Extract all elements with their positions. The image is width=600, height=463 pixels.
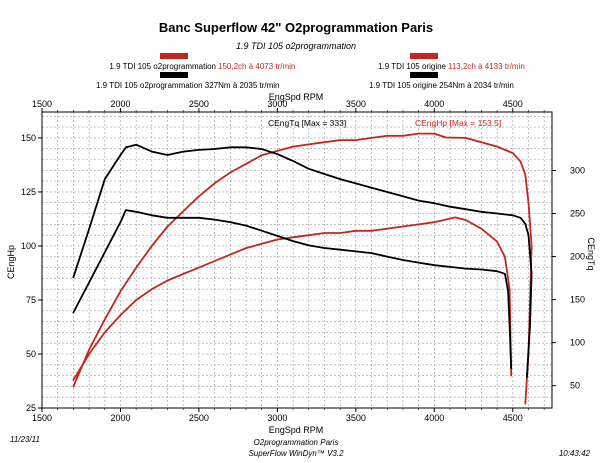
y-left-tick-label: 150 <box>21 133 36 143</box>
tick-labels: 1500 1500 2000 2000 2500 2500 3000 3000 3500 3500… <box>21 99 585 423</box>
legend-o2-tq-text: 1.9 TDI 105 o2programmation 327Nm à 2035… <box>96 81 280 90</box>
x-tick-label-top: 1500 <box>32 99 52 109</box>
legend-swatch-o2-hp <box>160 53 188 59</box>
plot-frame <box>41 111 553 409</box>
legend-swatch-orig-hp <box>410 53 438 59</box>
x-axis-label-top: EngSpd RPM <box>269 92 324 102</box>
legend-orig-tq-text: 1.9 TDI 105 origine 254Nm à 2034 tr/min <box>369 81 514 90</box>
x-tick-label: 3000 <box>267 413 287 423</box>
x-tick-label: 4000 <box>424 413 444 423</box>
y-left-label: CEngHp <box>6 245 16 279</box>
series-line-1-cengtq <box>72 143 533 378</box>
y-right-tick-label: 250 <box>570 209 585 219</box>
x-tick-label-top: 2000 <box>110 99 130 109</box>
y-left-tick-label: 25 <box>26 403 36 413</box>
y-right-label: CEngTq <box>586 237 596 270</box>
y-left-tick-label: 125 <box>21 187 36 197</box>
x-tick-label: 2000 <box>110 413 130 423</box>
y-left-tick-label: 50 <box>26 349 36 359</box>
x-tick-label: 4500 <box>503 413 523 423</box>
y-right-tick-label: 50 <box>570 381 580 391</box>
x-tick-label: 2500 <box>189 413 209 423</box>
series-line-3-cengtq <box>72 209 513 370</box>
x-tick-label-top: 2500 <box>189 99 209 109</box>
x-tick-label-top: 3000 <box>267 99 287 109</box>
legend-swatch-o2-tq <box>160 72 188 78</box>
legend-o2-hp-text: 1.9 TDI 105 o2programmation <box>109 62 216 71</box>
chart-subtitle: 1.9 TDI 105 o2programmation <box>236 41 356 51</box>
footer-org: O2programmation Paris <box>254 438 339 447</box>
legend-orig-hp-text: 1.9 TDI 105 origine <box>378 62 446 71</box>
y-right-tick-label: 100 <box>570 338 585 348</box>
chart-title: Banc Superflow 42" O2programmation Paris <box>159 20 433 35</box>
power-max-annotation: CEngHp [Max = 153.5] <box>415 118 501 128</box>
series-lines <box>72 132 533 405</box>
x-tick-label-top: 3500 <box>346 99 366 109</box>
series-line-0-cenghp <box>72 132 533 405</box>
x-axis-label-bottom: EngSpd RPM <box>269 425 324 435</box>
footer-date: 11/23/11 <box>10 435 40 444</box>
legend-orig-hp-value: 113,2ch à 4133 tr/min <box>448 62 525 71</box>
footer-time: 10:43:42 <box>559 449 591 458</box>
footer-software: SuperFlow WinDyn™ V3.2 <box>248 449 344 458</box>
x-tick-label-top: 4000 <box>424 99 444 109</box>
legend-o2-hp-value: 150,2ch à 4073 tr/min <box>218 62 295 71</box>
x-tick-label-top: 4500 <box>503 99 523 109</box>
y-right-tick-label: 300 <box>570 166 585 176</box>
torque-max-annotation: CEngTq [Max = 333] <box>268 118 346 128</box>
grid-lines <box>42 112 552 408</box>
legend-swatch-orig-tq <box>410 72 438 78</box>
x-tick-label: 1500 <box>32 413 52 423</box>
y-left-tick-label: 100 <box>21 241 36 251</box>
y-right-tick-label: 200 <box>570 252 585 262</box>
series-line-2-cenghp <box>72 216 513 381</box>
y-right-tick-label: 150 <box>570 295 585 305</box>
x-tick-label: 3500 <box>346 413 366 423</box>
y-left-tick-label: 75 <box>26 295 36 305</box>
